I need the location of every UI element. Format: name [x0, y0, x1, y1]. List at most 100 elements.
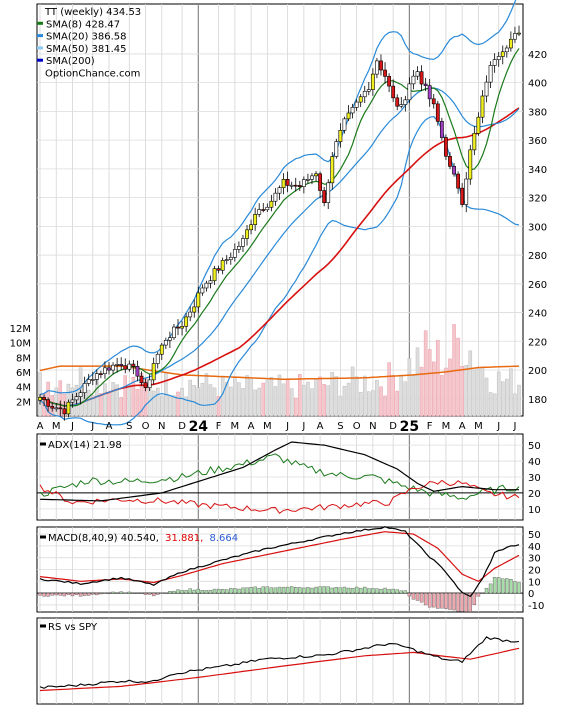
volume-bar — [200, 383, 205, 417]
candle-body — [395, 97, 400, 107]
date-tick-label: J — [512, 421, 516, 432]
volume-bar — [472, 369, 477, 417]
macd-histogram-bar — [42, 592, 46, 597]
candle-body — [391, 85, 396, 99]
volume-bar — [273, 386, 278, 417]
macd-histogram-bar — [269, 587, 274, 594]
macd-histogram-bar — [444, 592, 448, 609]
macd-histogram-bar — [427, 592, 432, 608]
volume-bar — [367, 391, 371, 417]
volume-bar — [204, 373, 209, 417]
candle-body — [387, 76, 392, 87]
volume-bar — [172, 395, 176, 417]
macd-histogram-bar — [379, 588, 383, 594]
volume-bar — [387, 362, 391, 417]
macd-histogram-bar — [501, 578, 505, 594]
candle-body — [289, 184, 294, 187]
macd-tick-label: 30 — [528, 554, 541, 565]
plus-di-line — [39, 453, 520, 500]
volume-bar — [99, 393, 103, 417]
macd-histogram-bar — [245, 587, 249, 594]
candle-body — [253, 214, 258, 225]
macd-histogram-bar — [208, 589, 213, 594]
macd-histogram-bar — [423, 592, 428, 606]
macd-histogram-bar — [476, 592, 481, 597]
macd-histogram-bar — [241, 587, 245, 594]
macd-histogram-bar — [488, 583, 493, 594]
macd-histogram — [38, 577, 521, 612]
candle-body — [301, 179, 306, 187]
macd-histogram-bar — [229, 588, 233, 594]
candle-body — [277, 187, 282, 194]
macd-histogram-bar — [103, 592, 107, 594]
date-tick-label: M — [231, 421, 240, 432]
adx-legend-text: ADX(14) 21.98 — [48, 440, 122, 451]
volume-bar — [289, 388, 294, 417]
candle-body — [147, 379, 152, 388]
macd-histogram-bar — [135, 592, 140, 594]
volume-bar — [245, 375, 249, 417]
price-tick-label: 340 — [528, 165, 547, 176]
macd-histogram-bar — [123, 592, 127, 594]
macd-histogram-bar — [509, 579, 513, 594]
macd-histogram-bar — [225, 589, 229, 594]
volume-bar — [180, 387, 184, 417]
volume-bar — [354, 376, 359, 417]
candle-body — [139, 375, 144, 384]
volume-bar — [160, 395, 164, 417]
date-tick-label: D — [178, 421, 186, 432]
macd-legend-label: MACD(8,40,9) 40.540, — [48, 533, 159, 544]
candle-body — [192, 306, 197, 313]
price-legend-entry: SMA(20) 386.58 — [46, 32, 127, 43]
candle-body — [115, 364, 120, 366]
date-tick-label: D — [389, 421, 397, 432]
candle-body — [54, 407, 59, 410]
price-tick-label: 260 — [528, 280, 547, 291]
rs-line — [39, 636, 520, 689]
candle-body — [119, 364, 124, 366]
volume-bar — [127, 384, 132, 417]
macd-histogram-bar — [220, 589, 225, 594]
price-legend-entry: TT (weekly) 434.53 — [44, 7, 141, 18]
macd-histogram-bar — [70, 592, 75, 597]
candle-body — [273, 192, 278, 202]
sma-20-line — [39, 87, 520, 407]
candle-body — [131, 363, 136, 367]
macd-histogram-bar — [204, 590, 209, 594]
volume-bar — [265, 380, 270, 417]
volume-bar — [342, 385, 347, 417]
rs-legend: RS vs SPY — [40, 622, 98, 633]
volume-bar — [208, 384, 213, 417]
candle-body — [460, 187, 465, 205]
macd-histogram-bar — [184, 590, 188, 594]
volume-bar — [90, 395, 95, 417]
macd-histogram-bar — [160, 592, 164, 594]
date-axis: A M J J A S O N D 24 F M A M J J A S O N D 25 F M A M J J — [37, 419, 517, 435]
macd-histogram-bar — [334, 587, 339, 594]
volume-tick-label: 4M — [16, 383, 31, 394]
candle-body — [82, 383, 87, 394]
volume-bar — [456, 337, 460, 417]
macd-histogram-bar — [440, 592, 444, 609]
date-tick-label: M — [52, 421, 61, 432]
date-tick-label: S — [337, 421, 343, 432]
macd-histogram-bar — [281, 586, 286, 594]
candle-body — [241, 238, 245, 247]
macd-histogram-bar — [411, 592, 416, 600]
macd-lines — [39, 526, 520, 598]
candle-body — [78, 392, 83, 397]
macd-histogram-bar — [155, 592, 160, 595]
date-tick-label: J — [70, 421, 74, 432]
candle-body — [346, 112, 351, 120]
volume-tick-label: 8M — [16, 353, 31, 364]
volume-bar — [436, 339, 440, 417]
price-tick-label: 380 — [528, 107, 547, 118]
macd-histogram-bar — [403, 590, 408, 594]
price-tick-label: 220 — [528, 337, 547, 348]
volume-bar — [484, 377, 489, 417]
price-volume-panel: 180200220240260280300320340360380400420 … — [10, 0, 547, 426]
macd-histogram-bar — [314, 586, 318, 594]
volume-bar — [302, 384, 306, 417]
date-tick-label: N — [158, 421, 165, 432]
candle-body — [326, 182, 331, 203]
